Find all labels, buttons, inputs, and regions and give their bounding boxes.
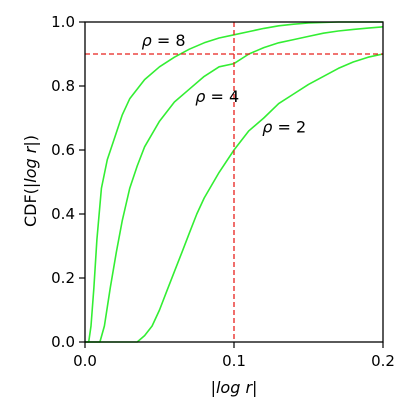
series-layer [85, 21, 384, 343]
y-axis-label-post: |) [21, 135, 40, 147]
y-axis-label: CDF(|log r|) [21, 135, 40, 227]
x-axis-label-italic: log r [216, 378, 253, 397]
x-tick-label: 0.1 [222, 352, 246, 370]
y-tick-label: 0.8 [51, 77, 75, 95]
series-line-1 [85, 21, 383, 343]
annotation-symbol: ρ [262, 117, 272, 136]
annotations: ρ = 8ρ = 4ρ = 2 [142, 31, 307, 136]
x-tick-label: 0.0 [73, 352, 97, 370]
annotation-value: = 8 [152, 31, 186, 50]
annotation-2: ρ = 4 [195, 87, 239, 106]
y-axis-label-italic: log r [21, 145, 40, 182]
annotation-symbol: ρ [142, 31, 152, 50]
annotation-value: = 2 [272, 117, 306, 136]
annotation-1: ρ = 8 [142, 31, 186, 50]
y-tick-label: 1.0 [51, 13, 75, 31]
x-axis-label-pre: | [211, 378, 216, 397]
y-tick-label: 0.6 [51, 141, 75, 159]
annotation-3: ρ = 2 [262, 117, 306, 136]
series-line-3 [85, 53, 384, 343]
y-tick-label: 0.2 [51, 269, 75, 287]
annotation-symbol: ρ [195, 87, 205, 106]
x-axis-label: |log r| [211, 378, 258, 397]
y-axis-label-pre: CDF(| [21, 183, 40, 227]
ticks: 0.0 0.1 0.2 0.0 0.2 0.4 0.6 0.8 1.0 [51, 13, 395, 370]
annotation-value: = 4 [205, 87, 239, 106]
y-tick-label: 0.0 [51, 333, 75, 351]
reference-lines [85, 22, 383, 342]
x-axis-label-post: | [252, 378, 257, 397]
series-line-2 [85, 26, 384, 343]
x-tick-label: 0.2 [371, 352, 395, 370]
y-tick-label: 0.4 [51, 205, 75, 223]
